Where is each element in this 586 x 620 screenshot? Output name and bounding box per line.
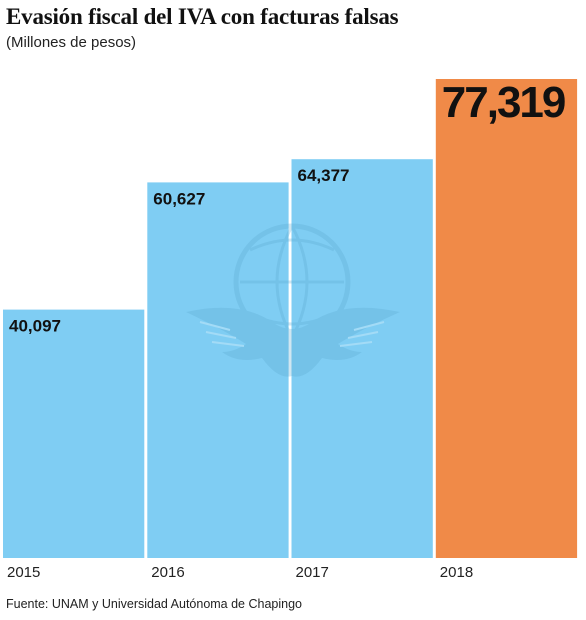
chart-title: Evasión fiscal del IVA con facturas fals… [6, 4, 399, 29]
bar-2018 [435, 79, 578, 558]
eagle-seal-watermark-icon [186, 223, 400, 377]
category-label-2017: 2017 [296, 564, 329, 581]
value-labels-group: 40,097 60,627 64,377 77,319 [9, 78, 567, 336]
chart-source: Fuente: UNAM y Universidad Autónoma de C… [6, 597, 302, 611]
chart-subtitle: (Millones de pesos) [6, 34, 137, 51]
bar-2015 [3, 309, 145, 558]
category-label-2015: 2015 [7, 564, 40, 581]
bar-2017 [291, 159, 433, 558]
bar-2016 [147, 182, 289, 558]
category-label-2016: 2016 [151, 564, 184, 581]
value-label-2016: 60,627 [153, 189, 205, 208]
category-labels-group: 2015 2016 2017 2018 [7, 564, 473, 581]
value-label-2017: 64,377 [298, 166, 350, 185]
bars-group [3, 79, 578, 558]
value-label-2015: 40,097 [9, 317, 61, 336]
category-label-2018: 2018 [440, 564, 473, 581]
value-label-2018: 77,319 [442, 78, 565, 127]
